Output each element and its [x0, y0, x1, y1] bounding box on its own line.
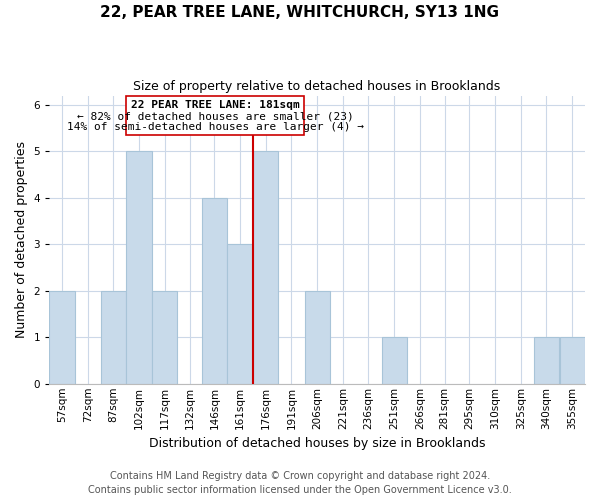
- X-axis label: Distribution of detached houses by size in Brooklands: Distribution of detached houses by size …: [149, 437, 485, 450]
- Bar: [560, 338, 585, 384]
- Bar: [101, 291, 126, 384]
- Text: 14% of semi-detached houses are larger (4) →: 14% of semi-detached houses are larger (…: [67, 122, 364, 132]
- Bar: [227, 244, 253, 384]
- Bar: [152, 291, 178, 384]
- Bar: [534, 338, 559, 384]
- Bar: [305, 291, 329, 384]
- Text: 22, PEAR TREE LANE, WHITCHURCH, SY13 1NG: 22, PEAR TREE LANE, WHITCHURCH, SY13 1NG: [101, 5, 499, 20]
- Bar: [202, 198, 227, 384]
- Text: ← 82% of detached houses are smaller (23): ← 82% of detached houses are smaller (23…: [77, 111, 353, 121]
- Bar: [127, 152, 152, 384]
- Text: Contains HM Land Registry data © Crown copyright and database right 2024.
Contai: Contains HM Land Registry data © Crown c…: [88, 471, 512, 495]
- Bar: [49, 291, 74, 384]
- Y-axis label: Number of detached properties: Number of detached properties: [15, 141, 28, 338]
- Text: 22 PEAR TREE LANE: 181sqm: 22 PEAR TREE LANE: 181sqm: [131, 100, 299, 110]
- Bar: [382, 338, 407, 384]
- FancyBboxPatch shape: [126, 96, 304, 135]
- Bar: [253, 152, 278, 384]
- Title: Size of property relative to detached houses in Brooklands: Size of property relative to detached ho…: [133, 80, 501, 93]
